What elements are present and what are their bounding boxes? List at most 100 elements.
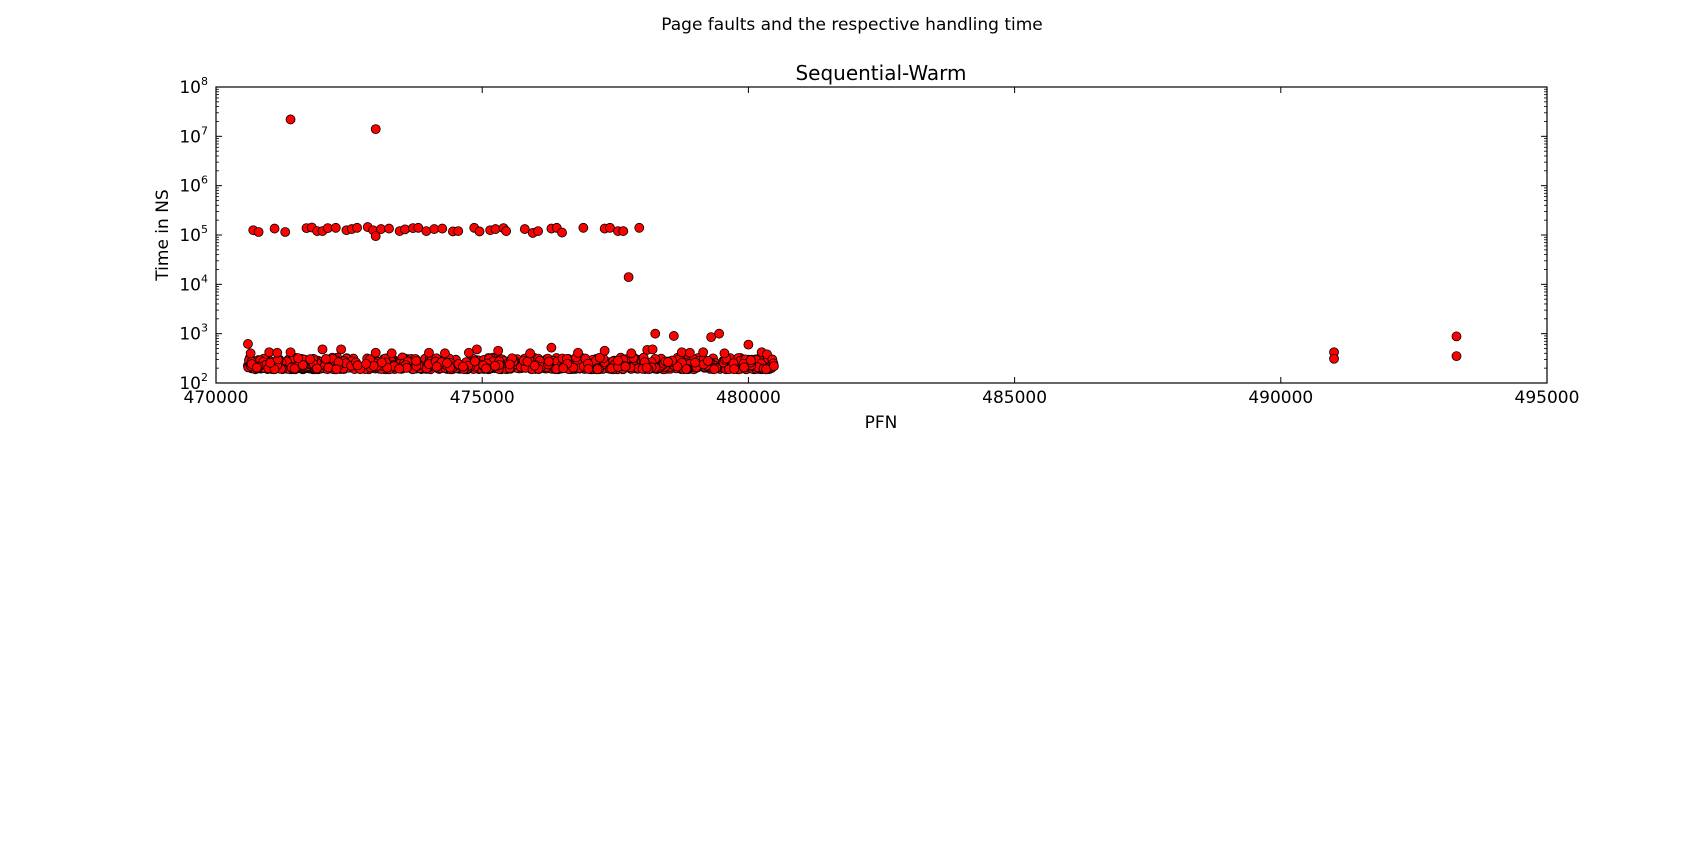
data-point xyxy=(557,227,567,238)
data-point xyxy=(706,332,717,343)
data-point xyxy=(253,227,264,237)
x-tick-label: 480000 xyxy=(716,388,781,408)
x-tick-label: 485000 xyxy=(982,388,1047,408)
y-axis-ticks: 102 103 104 105 106 107 108 xyxy=(179,75,1547,394)
data-point-dense xyxy=(311,363,322,374)
data-point xyxy=(243,339,253,349)
data-point xyxy=(647,344,658,355)
data-point-dense xyxy=(746,355,756,366)
data-point xyxy=(272,347,283,358)
plot-frame xyxy=(215,86,1548,384)
data-point-dense xyxy=(252,362,262,373)
data-point-dense xyxy=(431,361,442,372)
data-point xyxy=(440,348,450,359)
data-point-dense xyxy=(470,356,480,367)
data-point-dense xyxy=(739,362,749,373)
x-tick-label: 490000 xyxy=(1248,388,1313,408)
data-point-dense xyxy=(411,356,422,366)
data-point xyxy=(743,339,754,350)
data-point-dense xyxy=(641,362,652,373)
data-point xyxy=(546,342,557,353)
data-point xyxy=(573,347,583,358)
data-point xyxy=(599,345,610,356)
data-point xyxy=(352,222,362,233)
data-point-dense xyxy=(442,358,452,368)
plot-area xyxy=(216,87,1547,383)
data-point xyxy=(386,348,397,359)
y-tick-label: 103 xyxy=(179,322,208,345)
data-point-dense xyxy=(361,358,371,369)
data-point-dense xyxy=(703,356,713,366)
data-point-dense xyxy=(289,363,300,374)
data-point xyxy=(269,223,280,234)
y-tick-label: 108 xyxy=(179,75,208,98)
x-tick-label: 475000 xyxy=(450,388,515,408)
data-point xyxy=(501,226,512,236)
data-point xyxy=(684,347,695,358)
data-point xyxy=(1451,351,1462,362)
data-point xyxy=(719,348,730,359)
data-point xyxy=(769,361,779,372)
data-point xyxy=(519,224,530,234)
data-point xyxy=(384,223,394,234)
data-point-dense xyxy=(529,360,540,371)
data-point-dense xyxy=(729,364,740,375)
data-point xyxy=(245,348,256,359)
data-point xyxy=(453,226,464,236)
data-point-dense xyxy=(592,364,603,375)
data-point-dense xyxy=(305,354,316,365)
figure-suptitle: Page faults and the respective handling … xyxy=(661,15,1043,35)
data-point-dense xyxy=(663,357,673,367)
chart-title: Sequential-Warm xyxy=(795,61,966,85)
data-point xyxy=(1451,331,1462,342)
data-point-dense xyxy=(490,360,501,371)
data-point xyxy=(421,226,432,236)
data-point xyxy=(474,226,485,237)
data-point xyxy=(336,344,347,355)
data-point-dense xyxy=(613,355,623,366)
data-point-dense xyxy=(297,360,308,370)
x-tick-label: 470000 xyxy=(184,388,249,408)
data-point xyxy=(370,231,381,241)
data-point xyxy=(285,114,296,125)
data-point xyxy=(533,226,544,236)
data-point-dense xyxy=(558,363,569,374)
data-point-dense xyxy=(594,352,605,363)
data-point xyxy=(370,347,381,358)
data-point xyxy=(525,348,536,359)
x-axis-ticks: 470000 475000 480000 485000 490000 495000 xyxy=(184,87,1580,408)
data-point xyxy=(280,227,291,237)
data-point-dense xyxy=(481,363,491,374)
scatter-points xyxy=(243,114,1462,375)
data-point xyxy=(698,347,709,358)
x-tick-label: 495000 xyxy=(1515,388,1580,408)
data-point xyxy=(437,223,448,234)
data-point-dense xyxy=(376,357,387,368)
y-tick-label: 102 xyxy=(179,371,208,394)
data-point xyxy=(330,222,341,233)
y-tick-label: 104 xyxy=(179,272,208,295)
data-point xyxy=(623,272,634,283)
data-point-dense xyxy=(620,361,631,372)
data-point xyxy=(1329,353,1339,364)
data-point xyxy=(285,347,296,358)
data-point xyxy=(618,226,629,236)
data-point-dense xyxy=(321,353,331,364)
data-point-dense xyxy=(323,362,334,373)
data-point-dense xyxy=(681,364,692,375)
data-point-dense xyxy=(458,361,468,372)
x-axis-label: PFN xyxy=(865,413,898,433)
data-point xyxy=(493,345,504,356)
data-point xyxy=(650,328,661,339)
data-point xyxy=(463,347,474,358)
data-point-dense xyxy=(690,357,700,368)
y-tick-label: 106 xyxy=(179,174,208,197)
data-point xyxy=(578,222,589,233)
data-point xyxy=(490,224,501,234)
data-point-dense xyxy=(331,364,342,375)
data-point-dense xyxy=(394,363,405,374)
data-point xyxy=(714,328,725,339)
y-axis-label: Time in NS xyxy=(153,189,173,281)
data-point xyxy=(626,348,637,359)
